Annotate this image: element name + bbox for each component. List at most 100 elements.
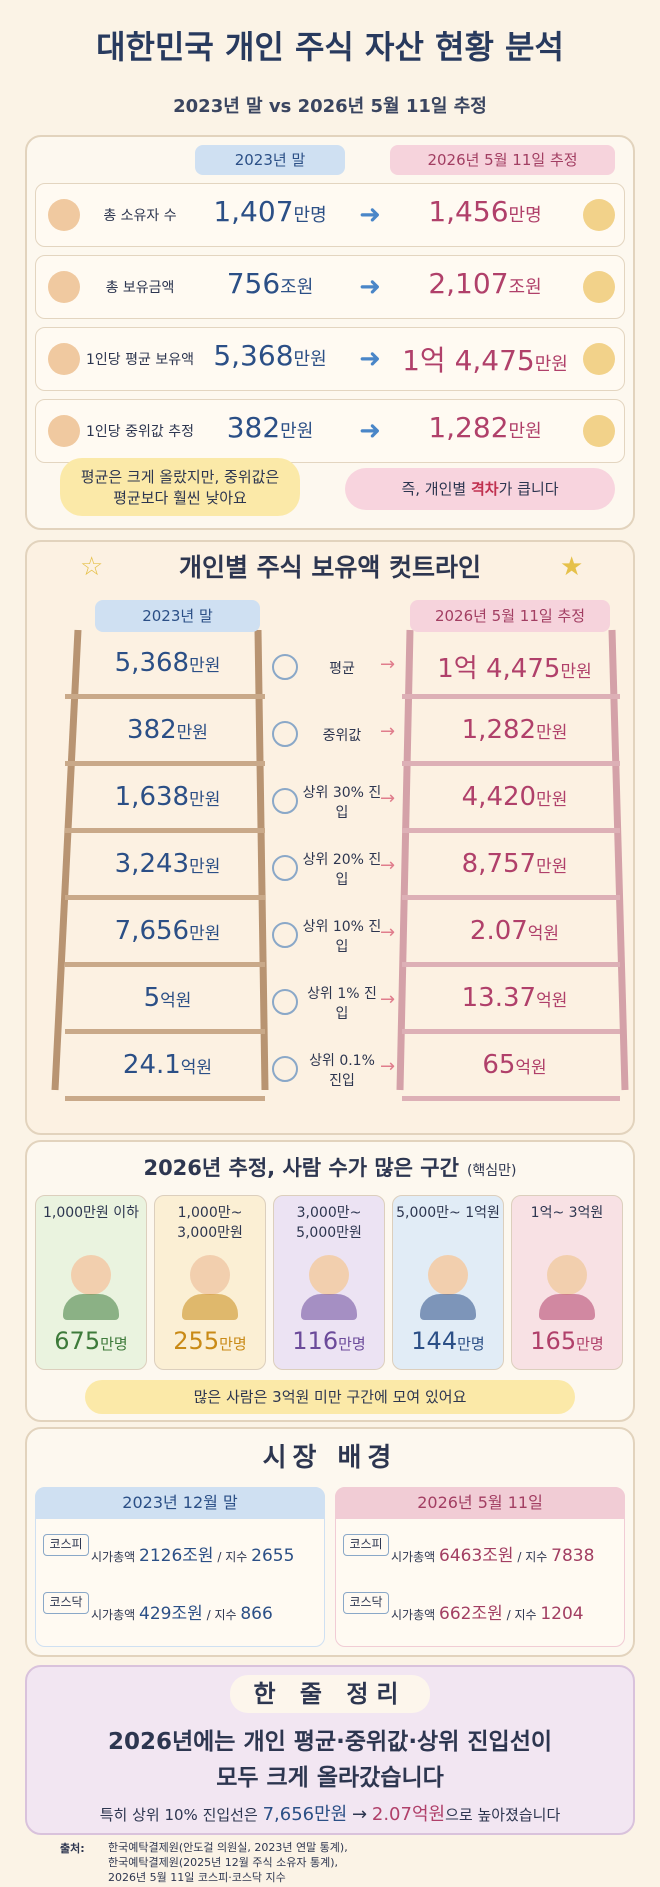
cap-label: 시가총액 <box>391 1608 436 1622</box>
group-value: 255만명 <box>154 1327 266 1363</box>
person-body <box>301 1294 357 1320</box>
detail-to: 2.07억원 <box>371 1804 446 1825</box>
value-number: 4,420 <box>461 782 537 812</box>
cutline-label: 중위값 <box>322 728 362 744</box>
icon <box>272 721 298 747</box>
value-number: 1,456 <box>428 195 509 228</box>
ladder-rung <box>65 1029 265 1034</box>
icon <box>583 343 615 375</box>
arrow: → <box>380 855 396 876</box>
icon <box>272 989 298 1015</box>
index-label: 지수 <box>514 1608 537 1622</box>
group-label: 5,000만~ 1억원 <box>396 1205 500 1221</box>
value-unit: 만명 <box>219 1335 247 1353</box>
ladder-rung <box>65 761 265 766</box>
index-name: 코스닥 <box>43 1592 89 1614</box>
before-value: 5억원 <box>80 983 255 1023</box>
value-unit: 만명 <box>293 205 327 226</box>
value-number: 8,757 <box>461 849 537 879</box>
icon <box>272 922 298 948</box>
icon <box>583 271 615 303</box>
value-unit: 억원 <box>180 1058 213 1078</box>
arrow: ➜ <box>359 272 381 302</box>
before-value: 3,243만원 <box>80 849 255 889</box>
arrow: ➜ <box>359 200 381 230</box>
market-card-title: 2026년 5월 11일 <box>335 1487 625 1519</box>
value-number: 2.07 <box>469 916 528 946</box>
footer-line: 한국예탁결제원(안도걸 의원실, 2023년 연말 통계), <box>108 1841 348 1854</box>
value-number: 1억 4,475 <box>402 344 535 377</box>
group-label: 1억~ 3억원 <box>530 1205 604 1221</box>
icon <box>272 654 298 680</box>
group-value: 165만명 <box>511 1327 623 1363</box>
value-number: 1억 4,475 <box>437 654 561 684</box>
icon <box>48 343 80 375</box>
icon <box>48 199 80 231</box>
value-unit: 만원 <box>536 723 568 743</box>
ladder-rung <box>402 1096 620 1101</box>
group-value: 144만명 <box>392 1327 504 1363</box>
after-value: 1,282만원 <box>412 715 617 755</box>
arrow: → <box>380 721 396 742</box>
arrow: ➜ <box>359 416 381 446</box>
row-label: 1인당 평균 보유액 <box>86 352 194 368</box>
before-value: 1,407만명 <box>195 195 345 235</box>
person-icon <box>190 1255 230 1295</box>
arrow: → <box>380 989 396 1010</box>
group-value: 116만명 <box>273 1327 385 1363</box>
headline: 2026년에는 개인 평균·중위값·상위 진입선이 <box>107 1729 553 1755</box>
person-body <box>420 1294 476 1320</box>
detail: 특히 상위 10% 진입선은 7,656만원 → 2.07억원으로 높아졌습니다 <box>25 1800 635 1826</box>
value-unit: 만명 <box>576 1335 604 1353</box>
column-header: 2026년 5월 11일 추정 <box>410 600 610 632</box>
arrow: → <box>380 788 396 809</box>
value-unit: 억원 <box>515 1058 547 1078</box>
value-unit: 만원 <box>189 857 221 877</box>
arrow: → <box>380 654 396 675</box>
value-unit: 만원 <box>189 656 221 676</box>
market-values: 시가총액 662조원 / 지수 1204 <box>391 1602 623 1626</box>
footer-line: 한국예탁결제원(2025년 12월 주식 소유자 통계), <box>108 1856 338 1869</box>
value-number: 24.1 <box>122 1050 181 1080</box>
row-card <box>35 327 625 391</box>
after-value: 4,420만원 <box>412 782 617 822</box>
before-value: 7,656만원 <box>80 916 255 956</box>
value-unit: 만원 <box>189 790 221 810</box>
section-title-text: 2026년 추정, 사람 수가 많은 구간 <box>143 1156 459 1180</box>
market-values: 시가총액 6463조원 / 지수 7838 <box>391 1544 623 1568</box>
cutline-label: 상위 10% 진입 <box>302 919 382 955</box>
headline: 모두 크게 올라갔습니다 <box>216 1765 444 1791</box>
column-header: 2023년 말 <box>95 600 260 632</box>
value-number: 756 <box>226 267 281 300</box>
value-number: 116 <box>292 1327 339 1355</box>
value-number: 1,282 <box>461 715 537 745</box>
row-card <box>35 183 625 247</box>
before-value: 382만원 <box>195 411 345 451</box>
ladder-rung <box>65 1096 265 1101</box>
person-body <box>63 1294 119 1320</box>
value-number: 1,638 <box>114 782 190 812</box>
cap-label: 시가총액 <box>391 1550 436 1564</box>
group-card <box>273 1195 385 1370</box>
row-label: 총 소유자 수 <box>103 208 177 224</box>
value-unit: 억원 <box>536 991 568 1011</box>
after-value: 1,456만명 <box>390 195 580 235</box>
person-icon <box>547 1255 587 1295</box>
detail-text: 특히 상위 10% 진입선은 <box>99 1806 258 1824</box>
cap-value: 6463조원 <box>439 1546 514 1566</box>
value-unit: 만원 <box>176 723 208 743</box>
icon <box>583 199 615 231</box>
person-icon <box>309 1255 349 1295</box>
market-card-title: 2023년 12월 말 <box>35 1487 325 1519</box>
value-number: 1,407 <box>213 195 294 228</box>
value-unit: 억원 <box>160 991 192 1011</box>
note-bubble: 즉, 개인별 격차가 큽니다 <box>345 468 615 510</box>
value-unit: 만명 <box>508 205 542 226</box>
icon <box>272 788 298 814</box>
before-value: 756조원 <box>195 267 345 307</box>
value-number: 7,656 <box>114 916 190 946</box>
index-value: 7838 <box>551 1546 595 1566</box>
value-number: 165 <box>530 1327 577 1355</box>
